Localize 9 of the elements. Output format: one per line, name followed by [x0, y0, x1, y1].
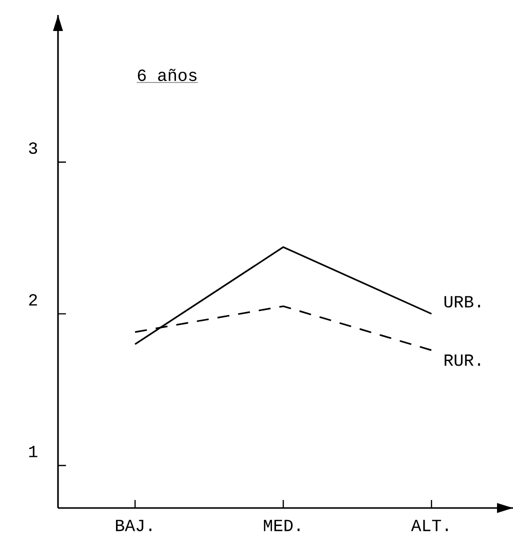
y-tick-label: 3: [28, 142, 38, 154]
series-label: RUR.: [444, 354, 480, 366]
y-tick-label: 1: [29, 446, 38, 458]
y-tick-label: 2: [29, 294, 37, 306]
x-tick-label: BAJ.: [116, 520, 152, 532]
x-tick-label: ALT.: [411, 520, 448, 532]
x-tick-label: MED.: [264, 520, 300, 532]
series-label: URB.: [444, 296, 480, 308]
text: 6 años: [138, 68, 196, 82]
